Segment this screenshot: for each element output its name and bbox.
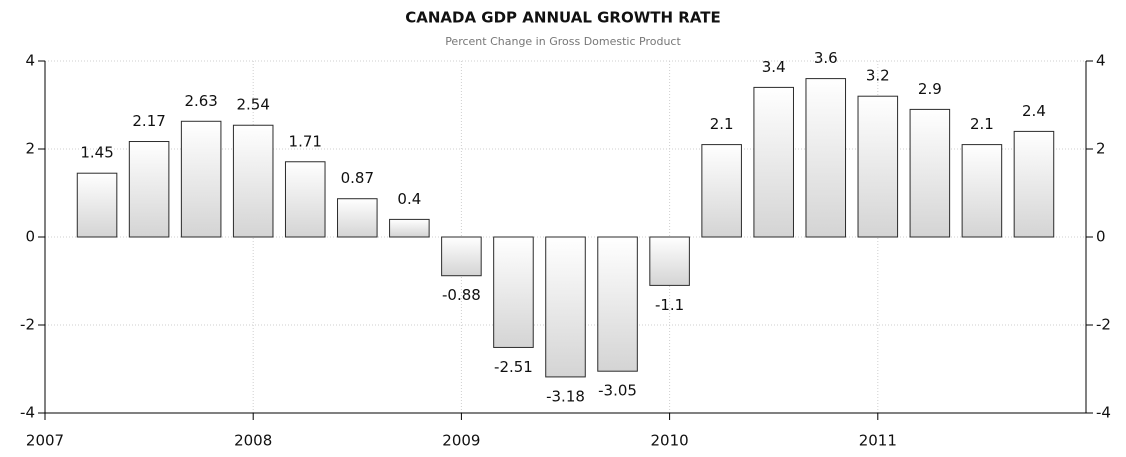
data-label: 2.1 [970,115,994,133]
chart-title: CANADA GDP ANNUAL GROWTH RATE [405,9,721,27]
data-label: 2.4 [1022,102,1046,120]
data-label: 3.4 [762,58,786,76]
y2-tick-label: 2 [1096,140,1106,158]
data-label: -1.1 [655,296,684,314]
data-label: 3.6 [814,49,838,67]
bar [441,236,482,277]
bar [389,218,430,238]
data-label: -3.05 [598,382,637,400]
data-label: 1.45 [80,144,113,162]
bar [649,236,690,286]
y2-tick-label: -4 [1096,404,1111,422]
data-label: 2.9 [918,80,942,98]
chart-subtitle: Percent Change in Gross Domestic Product [445,35,681,48]
data-label: 2.17 [132,112,165,130]
bar [857,95,899,238]
y-tick-label: 4 [25,52,35,70]
y-tick-label: -2 [20,316,35,334]
x-tick-label: 2009 [442,432,480,450]
bar [284,161,326,238]
bar [805,78,847,238]
data-label: -0.88 [442,286,481,304]
y-tick-label: 2 [25,140,35,158]
data-label: 2.1 [710,115,734,133]
bar [961,144,1003,238]
data-label: -3.18 [546,387,585,405]
y-tick-label: -4 [20,404,35,422]
data-label: -2.51 [494,358,533,376]
y2-tick-label: 4 [1096,52,1106,70]
bar [597,236,638,372]
x-tick-label: 2011 [859,432,897,450]
bar [76,172,118,238]
y2-tick-label: -2 [1096,316,1111,334]
y2-tick-label: 0 [1096,228,1106,246]
data-label: 1.71 [289,132,322,150]
bar [232,124,274,238]
bar [753,86,794,238]
bar [545,236,586,378]
bar [180,120,222,238]
data-label: 3.2 [866,67,890,85]
y-tick-label: 0 [25,228,35,246]
bar [337,198,378,238]
bar [1013,130,1055,238]
data-label: 2.54 [236,96,269,114]
bar [909,108,951,238]
x-tick-label: 2007 [26,432,64,450]
data-label: 0.4 [397,190,421,208]
data-label: 2.63 [184,92,217,110]
bar [701,144,742,238]
bar [493,236,534,348]
data-label: 0.87 [341,169,374,187]
bar [128,141,170,238]
x-tick-label: 2008 [234,432,272,450]
x-tick-label: 2010 [651,432,689,450]
